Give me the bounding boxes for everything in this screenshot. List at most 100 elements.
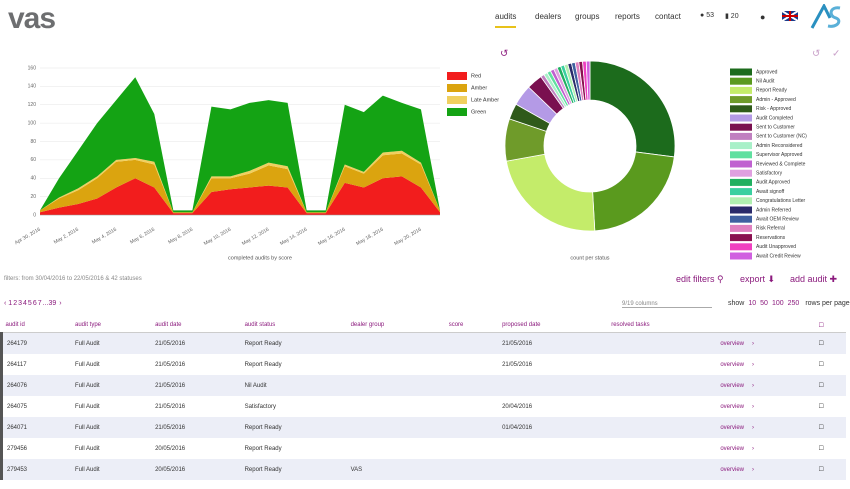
flag[interactable] xyxy=(782,11,798,21)
column-header[interactable]: audit status xyxy=(240,318,347,333)
notifications[interactable]: ● 53 xyxy=(700,12,714,19)
cell xyxy=(445,417,498,438)
y-tick-label: 100 xyxy=(28,120,37,126)
table-row: 279453 Full Audit 20/05/2016 Report Ready VA… xyxy=(0,459,846,480)
checkbox[interactable]: ☐ xyxy=(818,341,824,347)
legend-swatch xyxy=(730,77,752,85)
overview-link[interactable]: overview xyxy=(720,424,745,431)
action-button[interactable]: edit filters ⚲ xyxy=(676,274,724,285)
overview-cell: overview › xyxy=(716,438,814,459)
undo-icon[interactable]: ↺ xyxy=(812,49,820,60)
overview-link[interactable]: overview xyxy=(720,382,745,389)
cell: 21/05/2016 xyxy=(155,340,186,347)
checkbox[interactable]: ☐ xyxy=(818,404,824,410)
page-link[interactable]: 4 xyxy=(23,300,27,307)
logo[interactable]: vas xyxy=(8,2,56,35)
page-link[interactable]: 5 xyxy=(27,300,32,307)
cell: Report Ready xyxy=(244,466,282,473)
donut-slice xyxy=(585,60,591,101)
overview-link[interactable]: overview xyxy=(720,340,745,347)
chevron: › xyxy=(752,445,755,452)
legend-swatch xyxy=(730,178,752,186)
cell: Nil Audit xyxy=(244,382,267,389)
task-count: 20 xyxy=(730,13,739,20)
cell xyxy=(347,375,445,396)
cell: Report Ready xyxy=(244,340,282,347)
x-tick-label: May 20, 2016 xyxy=(393,227,422,247)
nav-link[interactable]: groups xyxy=(575,12,600,21)
next[interactable]: › xyxy=(57,300,62,307)
cell: Full Audit xyxy=(75,424,100,431)
legend-swatch xyxy=(730,123,752,131)
column-header[interactable]: proposed date xyxy=(498,318,608,333)
overview-link[interactable]: overview xyxy=(720,466,745,473)
checkbox[interactable]: ☐ xyxy=(818,467,824,473)
action-button[interactable]: export ⬇ xyxy=(740,274,775,285)
chevron: › xyxy=(752,361,755,368)
confirm-icon[interactable]: ✓ xyxy=(832,49,840,60)
overview-link[interactable]: overview xyxy=(720,361,745,368)
nav-link[interactable]: audits xyxy=(495,12,517,28)
page-link[interactable]: 1 xyxy=(8,300,13,307)
chevron: › xyxy=(752,403,755,410)
cell: Full Audit xyxy=(75,340,100,347)
overview-link[interactable]: overview xyxy=(720,445,745,452)
cell xyxy=(607,354,716,375)
area xyxy=(40,77,440,213)
nav-link[interactable]: contact xyxy=(655,12,681,21)
legend-swatch xyxy=(730,188,752,196)
legend-swatch xyxy=(730,215,752,223)
legend-label: Green xyxy=(471,109,486,115)
nav-link[interactable]: dealers xyxy=(535,12,562,21)
table-wrap: audit id audit type audit date audit status… xyxy=(0,318,850,480)
y-tick-label: 80 xyxy=(30,139,36,145)
page-link[interactable]: ...39 xyxy=(42,300,57,307)
legend-swatch xyxy=(730,169,752,177)
x-tick-label: May 18, 2016 xyxy=(355,227,384,247)
page-link[interactable]: 6 xyxy=(32,300,37,307)
overview-cell: overview › xyxy=(716,375,814,396)
reset-icon[interactable]: ↺ xyxy=(500,49,508,60)
user-icon[interactable]: ● xyxy=(760,12,766,22)
checkbox[interactable]: ☐ xyxy=(818,446,824,452)
cell: Full Audit xyxy=(75,361,100,368)
checkbox[interactable]: ☐ xyxy=(818,362,824,368)
cell xyxy=(498,459,607,480)
audit-table: audit id audit type audit date audit status… xyxy=(0,318,846,480)
column-header[interactable]: resolved tasks xyxy=(607,318,717,333)
x-tick-label: May 8, 2016 xyxy=(167,227,194,246)
x-tick-label: May 16, 2016 xyxy=(317,227,346,247)
show-option[interactable]: 10 xyxy=(748,300,757,307)
action-label: export xyxy=(740,274,766,284)
page-link[interactable]: 3 xyxy=(18,300,22,307)
action-button[interactable]: add audit ✚ xyxy=(790,274,837,285)
page-link[interactable]: 7 xyxy=(37,300,42,307)
show-option[interactable]: 250 xyxy=(787,300,800,307)
column-header[interactable]: audit type xyxy=(71,318,152,333)
overview-link[interactable]: overview xyxy=(720,403,745,410)
column-header[interactable]: audit id xyxy=(1,318,71,333)
prev[interactable]: ‹ xyxy=(4,300,9,307)
header-row: audit id audit type audit date audit status… xyxy=(1,318,846,333)
columns-select[interactable]: 9/19 columns xyxy=(622,301,712,308)
column-header[interactable]: audit date xyxy=(151,318,241,333)
chart-caption: count per status xyxy=(570,255,609,261)
cell: Report Ready xyxy=(244,424,282,431)
legend-label: Audit Unapproved xyxy=(756,244,796,250)
tasks[interactable]: ▮ 20 xyxy=(725,13,739,20)
nav-link[interactable]: reports xyxy=(615,12,640,21)
cell: Full Audit xyxy=(75,382,100,389)
table-row: 264076 Full Audit 21/05/2016 Nil Audit overv… xyxy=(0,375,846,396)
checkbox[interactable]: ☐ xyxy=(818,425,824,431)
column-header[interactable]: dealer group xyxy=(346,318,445,333)
overview-cell: overview › xyxy=(716,396,814,417)
page-link[interactable]: 2 xyxy=(13,300,18,307)
column-header[interactable]: score xyxy=(444,318,499,333)
cell xyxy=(607,417,716,438)
show-option[interactable]: 50 xyxy=(760,300,768,307)
cell xyxy=(607,396,716,417)
legend-swatch xyxy=(730,197,752,205)
cell: Full Audit xyxy=(75,403,100,410)
checkbox[interactable]: ☐ xyxy=(818,383,824,389)
show-option[interactable]: 100 xyxy=(771,300,784,307)
